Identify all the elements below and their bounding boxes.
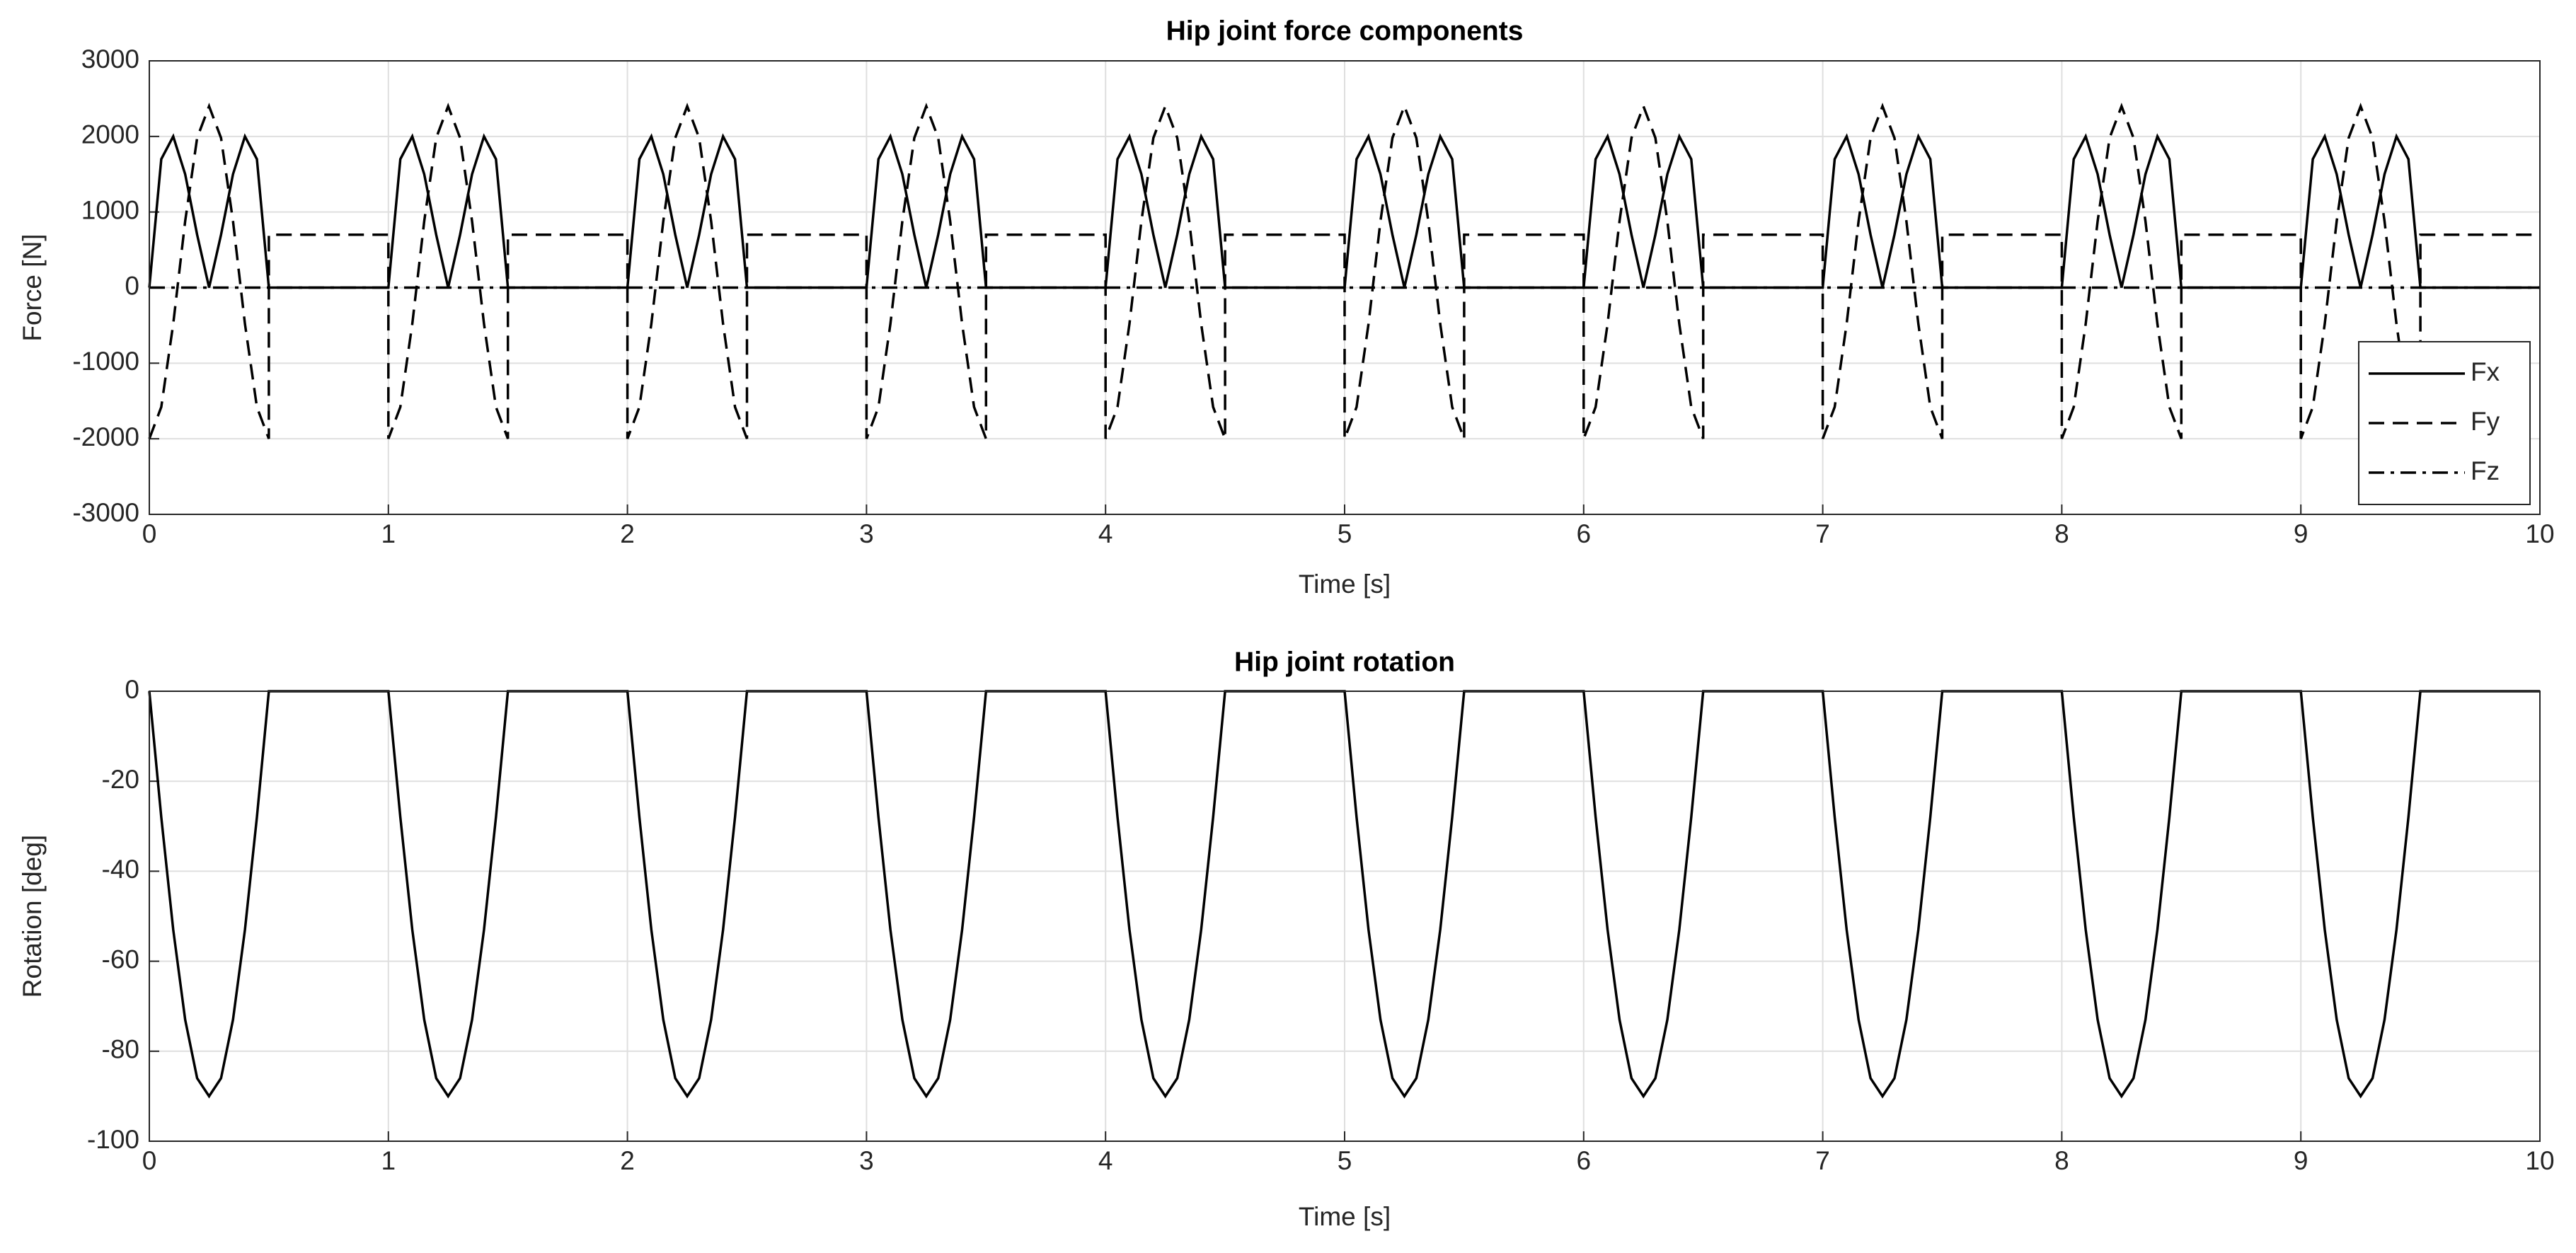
x-tick-label: 8 [2054, 519, 2069, 548]
y-axis-label: Rotation [deg] [18, 835, 47, 998]
y-tick-label: -3000 [72, 498, 139, 527]
x-tick-label: 8 [2054, 1146, 2069, 1175]
y-tick-label: -80 [102, 1035, 139, 1064]
data-line [148, 103, 2540, 439]
axes: 0 1 2 3 4 5 6 7 8 9 10 -3000 -2000 -1000 0 1000 2000 3000… [18, 16, 2555, 598]
y-tick-label: 0 [125, 675, 139, 704]
y-tick-label: -100 [87, 1125, 139, 1154]
x-tick-label: 0 [142, 519, 157, 548]
chart-title: Hip joint rotation [1234, 647, 1455, 677]
axes: 0 1 2 3 4 5 6 7 8 9 10 -100 -80 -60 -40 -20 0 Hip joint r… [18, 647, 2555, 1230]
y-tick-label: -1000 [72, 347, 139, 376]
x-tick-label: 7 [1815, 1146, 1830, 1175]
x-tick-label: 4 [1098, 1146, 1113, 1175]
x-tick-label: 10 [2525, 1146, 2554, 1175]
y-tick-label: 0 [125, 271, 139, 300]
y-tick-label: 2000 [81, 120, 139, 149]
x-tick-label: 4 [1098, 519, 1113, 548]
x-tick-label: 1 [381, 519, 396, 548]
x-tick-label: 6 [1577, 519, 1592, 548]
x-tick-label: 0 [142, 1146, 157, 1175]
axes-box [149, 691, 2541, 1142]
legend-label: Fz [2471, 456, 2500, 485]
x-tick-label: 2 [620, 519, 635, 548]
x-tick-label: 10 [2525, 519, 2554, 548]
x-axis-label: Time [s] [1299, 570, 1391, 599]
y-tick-label: 1000 [81, 195, 139, 224]
y-tick-label: 3000 [81, 45, 139, 74]
y-axis-label: Force [N] [18, 233, 47, 341]
x-tick-label: 5 [1338, 519, 1352, 548]
x-tick-label: 7 [1815, 519, 1830, 548]
x-tick-label: 9 [2294, 1146, 2308, 1175]
x-tick-label: 5 [1338, 1146, 1352, 1175]
chart-title: Hip joint force components [1166, 16, 1524, 46]
y-tick-label: -20 [102, 765, 139, 794]
x-tick-label: 3 [859, 519, 874, 548]
legend-label: Fx [2471, 357, 2500, 386]
x-tick-label: 3 [859, 1146, 874, 1175]
x-tick-label: 6 [1577, 1146, 1592, 1175]
legend-label: Fy [2471, 407, 2500, 436]
y-tick-label: -2000 [72, 422, 139, 451]
legend: Fx Fy Fz [2358, 341, 2531, 505]
x-axis-label: Time [s] [1299, 1202, 1391, 1231]
x-tick-label: 2 [620, 1146, 635, 1175]
y-tick-label: -60 [102, 945, 139, 974]
x-tick-label: 1 [381, 1146, 396, 1175]
axes-box [149, 60, 2541, 515]
y-tick-label: -40 [102, 855, 139, 884]
x-tick-label: 9 [2294, 519, 2308, 548]
